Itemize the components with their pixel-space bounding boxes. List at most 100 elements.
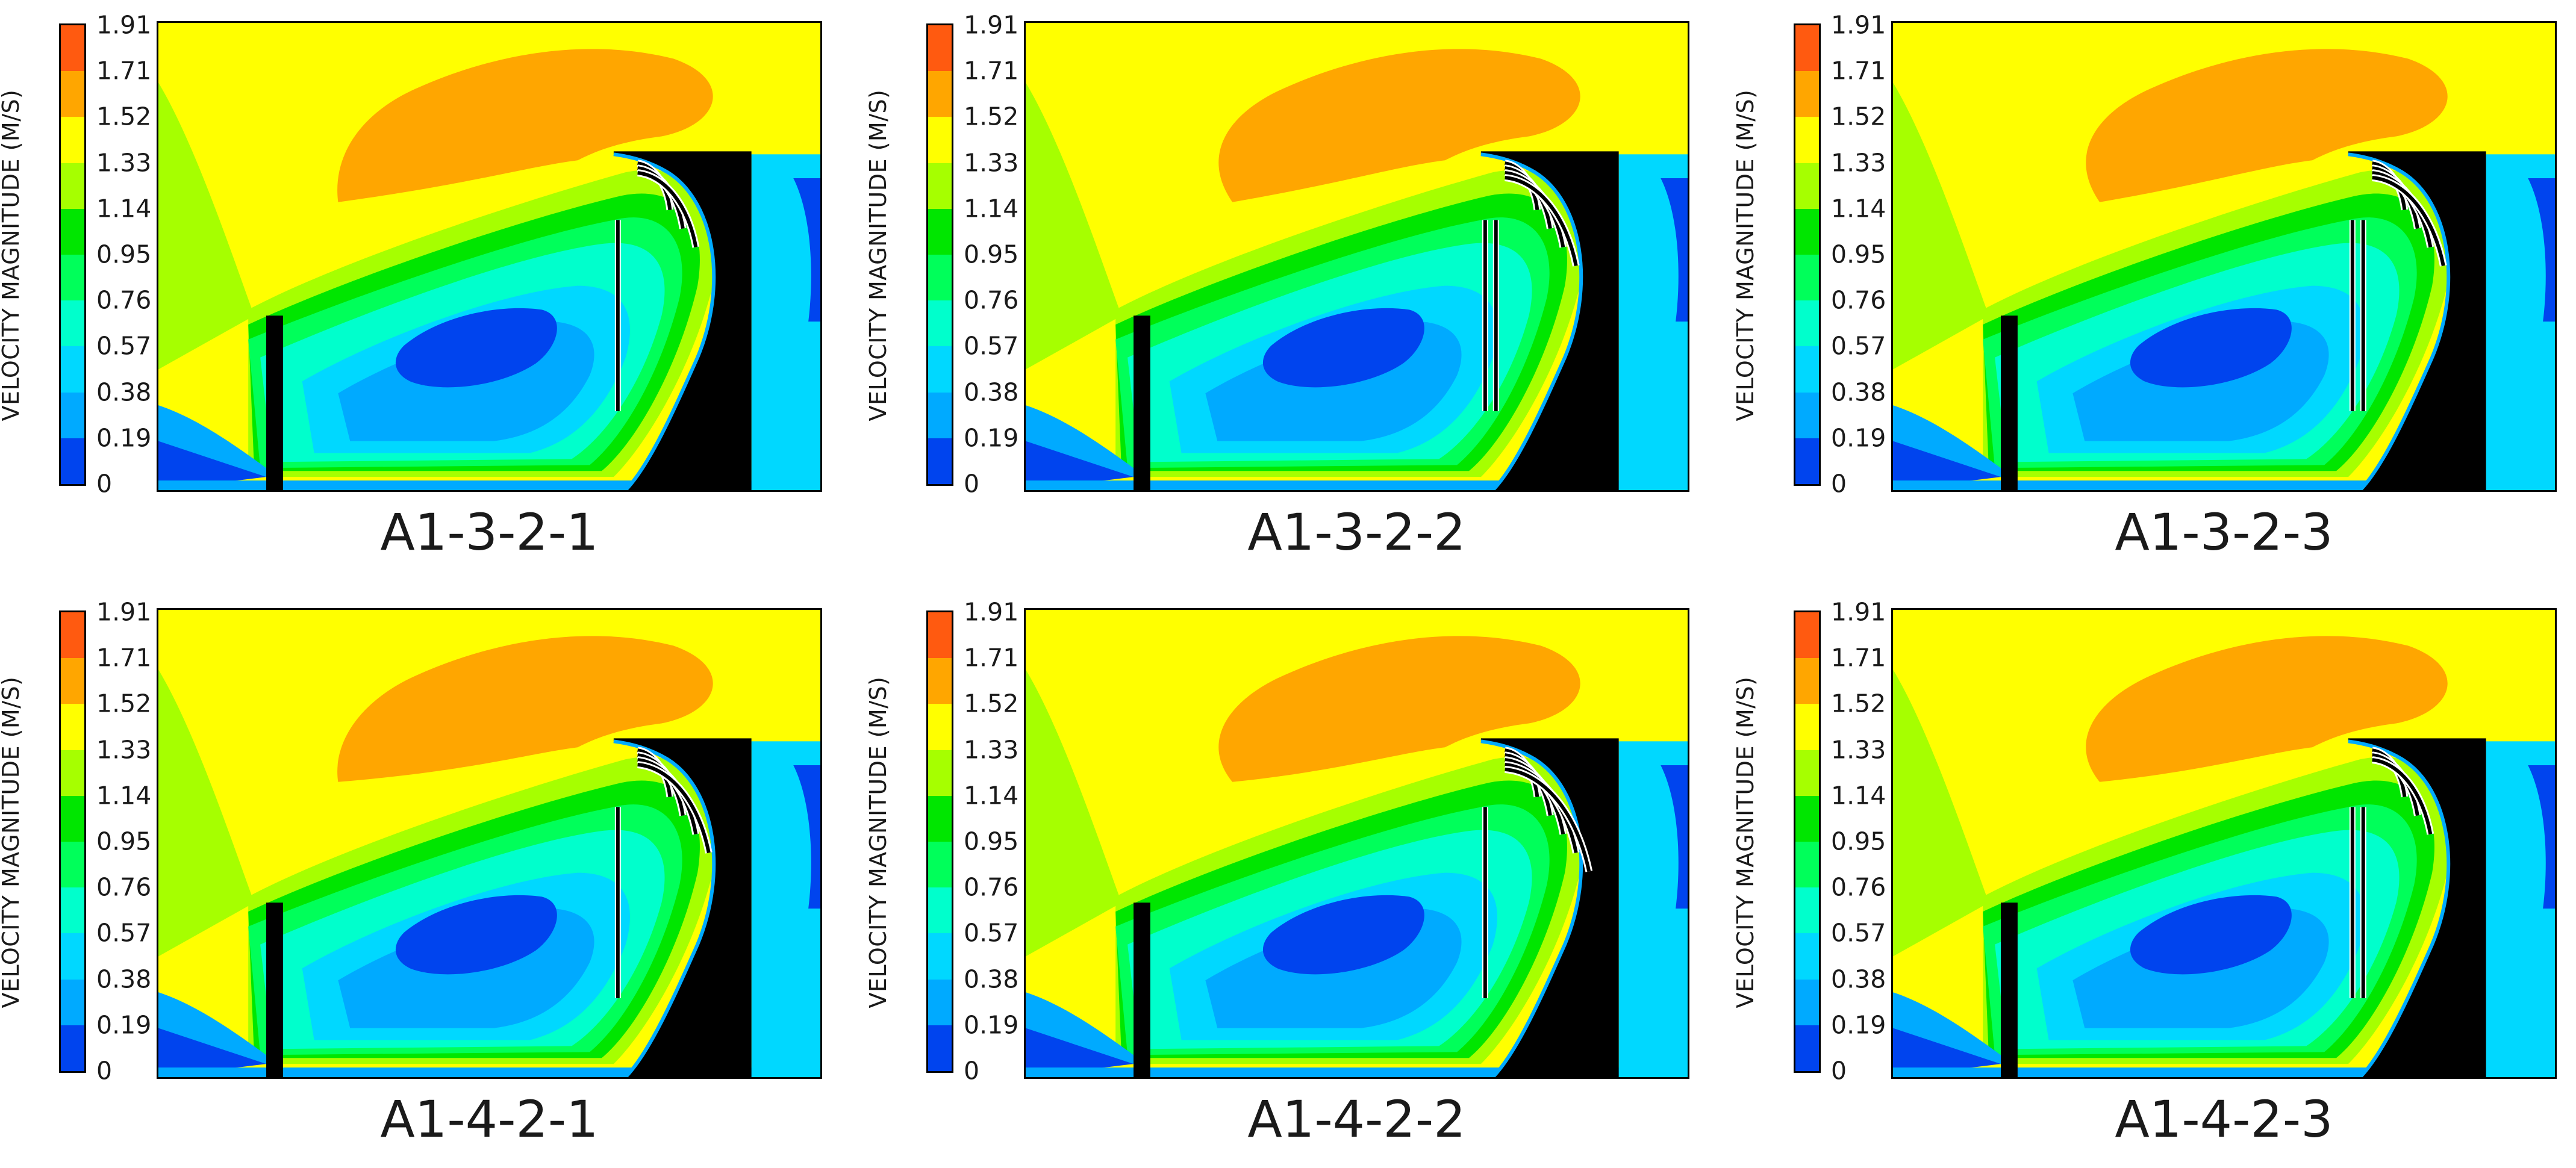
curved-guide-blade-core [2372,176,2445,267]
hood-outline [613,152,716,490]
colorbar-segment [928,71,952,117]
colorbar-tick-label: 0.38 [1831,965,1886,994]
colorbar-segment [928,704,952,751]
colorbar-segment [1795,612,1819,659]
left-floor-zone [158,441,267,490]
colorbar-segment [1795,750,1819,797]
case-label: A1-4-2-3 [2115,1090,2333,1149]
downstream-core [1661,178,1688,322]
colorbar-segment [61,1025,84,1072]
colorbar-tick-label: 0.76 [96,285,152,315]
colorbar-tick-label: 0.19 [96,423,152,453]
colorbar-tick-label: 0.57 [964,918,1019,948]
high-velocity-jet [337,49,713,202]
colorbar-tick-label: 1.33 [1831,735,1886,765]
colorbar-tick-label: 1.71 [964,56,1019,85]
colorbar-tick-label: 0.76 [1831,872,1886,902]
colorbar-tick-label: 1.14 [96,781,152,810]
colorbar-tick-label: 0.95 [964,827,1019,856]
curved-guide-blade-core [2372,758,2433,835]
colorbar-segment [61,71,84,117]
downstream-core [793,178,820,322]
colorbar-tick-label: 1.71 [1831,56,1886,85]
colorbar-tick-label: 1.52 [1831,689,1886,718]
colorbar-tick-label: 1.52 [964,102,1019,131]
colorbar-tick-label: 1.52 [1831,102,1886,131]
left-floor-zone [1893,1028,2001,1077]
colorbar-tick-label: 1.33 [96,148,152,178]
colorbar-axis-label: VELOCITY MAGNITUDE (M/S) [865,676,891,1008]
colorbar-segment [1795,25,1819,72]
colorbar-segment [928,117,952,164]
colorbar-tick-label: 0.95 [96,240,152,269]
hood-outline [1480,152,1583,490]
upstream-wall [2001,315,2018,490]
colorbar-tick-label: 1.33 [964,735,1019,765]
colorbar-tick-label: 1.71 [1831,643,1886,673]
colorbar-segment [1795,658,1819,704]
contour-panel: 1.91 1.71 1.52 1.33 1.14 0.95 0.76 0.57 0.38 0.19… [865,0,1726,581]
colorbar-tick-label: 0 [1831,1056,1847,1086]
colorbar-segment [61,795,84,842]
colorbar [1794,23,1821,486]
upstream-wall [1134,902,1150,1077]
contour-plot [1891,21,2557,492]
colorbar-tick-label: 0 [1831,469,1847,499]
colorbar-segment [61,979,84,1026]
left-wedge [1893,669,1989,957]
colorbar-segment [928,255,952,301]
vortex-core [2130,308,2292,388]
colorbar [59,23,86,486]
colorbar-segment [928,750,952,797]
colorbar-segment [61,300,84,347]
hood-body [613,151,752,490]
colorbar-segment [928,933,952,980]
curved-guide-blade-core [637,763,711,854]
colorbar-segment [928,208,952,255]
colorbar-tick-label: 0.19 [96,1010,152,1040]
straight-blade-core [2361,220,2365,412]
contour-field [1026,23,1688,490]
colorbar-tick-label: 0.38 [964,377,1019,407]
upstream-wall [266,315,283,490]
colorbar-tick-label: 0.76 [964,285,1019,315]
left-wedge [158,669,255,957]
downstream-core [793,765,820,909]
downstream-core [2528,178,2555,322]
contour-panel: 1.91 1.71 1.52 1.33 1.14 0.95 0.76 0.57 0.38 0.19… [865,587,1726,1168]
colorbar-axis-label: VELOCITY MAGNITUDE (M/S) [865,89,891,421]
colorbar-tick-label: 1.14 [1831,781,1886,810]
colorbar-tick-label: 0.95 [1831,240,1886,269]
hood-body [2348,151,2486,490]
colorbar-segment [61,208,84,255]
colorbar-segment [1795,842,1819,888]
colorbar-tick-label: 0 [96,1056,113,1086]
contour-plot [1891,608,2557,1079]
colorbar-tick-label: 0.19 [964,423,1019,453]
colorbar [926,610,953,1073]
high-velocity-jet [1218,636,1580,782]
straight-blade-core [2350,807,2354,999]
contour-panel: 1.91 1.71 1.52 1.33 1.14 0.95 0.76 0.57 0.38 0.19… [0,0,858,581]
colorbar-tick-label: 1.52 [96,102,152,131]
colorbar-segment [61,750,84,797]
colorbar-segment [928,1025,952,1072]
colorbar-segment [1795,795,1819,842]
contour-plot [157,608,822,1079]
colorbar-tick-label: 1.33 [96,735,152,765]
upstream-wall [266,902,283,1077]
upstream-wall [1134,315,1150,490]
colorbar-tick-label: 1.52 [96,689,152,718]
colorbar-tick-label: 0.38 [1831,377,1886,407]
colorbar-segment [1795,255,1819,301]
colorbar-tick-label: 0.76 [1831,285,1886,315]
straight-blade-core [2350,220,2354,412]
colorbar-segment [1795,300,1819,347]
hood-body [613,738,752,1077]
left-wedge [1026,669,1122,957]
colorbar-tick-label: 0.19 [1831,423,1886,453]
colorbar-segment [928,346,952,393]
hood-body [2348,738,2486,1077]
left-floor-zone [1893,441,2001,490]
colorbar-tick-label: 1.91 [1831,10,1886,40]
